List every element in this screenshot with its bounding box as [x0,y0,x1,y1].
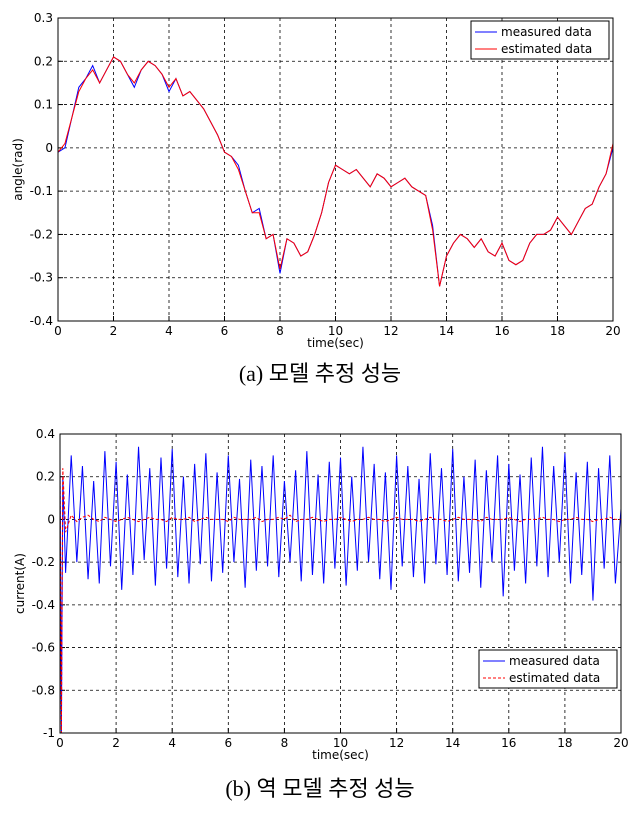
series-line [57,56,614,287]
x-tick-label: 8 [281,736,289,750]
x-tick-label: 10 [328,324,343,338]
y-tick-label: 0.3 [34,11,53,25]
x-tick-label: 16 [494,324,509,338]
y-tick-label: -0.2 [30,227,53,241]
y-tick-label: -0.4 [32,598,55,612]
x-tick-label: 12 [383,324,398,338]
plot-frame [57,17,614,322]
x-tick-label: 12 [389,736,404,750]
x-tick-label: 20 [605,324,620,338]
y-tick-label: -1 [43,726,55,740]
y-axis-label: angle(rad) [11,138,25,201]
x-tick-label: 8 [276,324,284,338]
y-tick-label: 0 [45,141,53,155]
x-tick-label: 10 [333,736,348,750]
x-tick-label: 14 [445,736,460,750]
x-axis-label: time(sec) [312,748,369,762]
legend-box [470,20,610,60]
legend-label: estimated data [501,42,592,56]
x-tick-label: 4 [168,736,176,750]
y-tick-label: 0 [47,512,55,526]
caption: (a) 모델 추정 성능 [239,361,401,386]
plot-frame [59,433,622,734]
x-tick-label: 18 [550,324,565,338]
legend-box [478,649,618,689]
series-line [59,466,621,734]
y-tick-label: -0.4 [30,314,53,328]
x-tick-label: 0 [54,324,62,338]
x-tick-label: 16 [501,736,516,750]
y-tick-label: -0.3 [30,271,53,285]
y-tick-label: 0.2 [34,54,53,68]
x-tick-label: 0 [56,736,64,750]
x-tick-label: 6 [221,324,229,338]
legend-label: estimated data [509,671,600,685]
x-axis-label: time(sec) [307,336,364,350]
y-tick-label: 0.1 [34,98,53,112]
x-tick-label: 14 [439,324,454,338]
x-tick-label: 2 [110,324,118,338]
x-tick-label: 18 [557,736,572,750]
legend-label: measured data [509,654,600,668]
series-line [59,446,622,734]
y-tick-label: -0.6 [32,641,55,655]
y-tick-label: -0.2 [32,555,55,569]
caption: (b) 역 모델 추정 성능 [225,776,414,801]
y-tick-label: -0.8 [32,683,55,697]
y-axis-label: current(A) [13,553,27,614]
y-tick-label: 0.2 [36,470,55,484]
x-tick-label: 20 [613,736,628,750]
y-tick-label: 0.4 [36,427,55,441]
x-tick-label: 6 [224,736,232,750]
x-tick-label: 2 [112,736,120,750]
x-tick-label: 4 [165,324,173,338]
y-tick-label: -0.1 [30,184,53,198]
legend-label: measured data [501,25,592,39]
